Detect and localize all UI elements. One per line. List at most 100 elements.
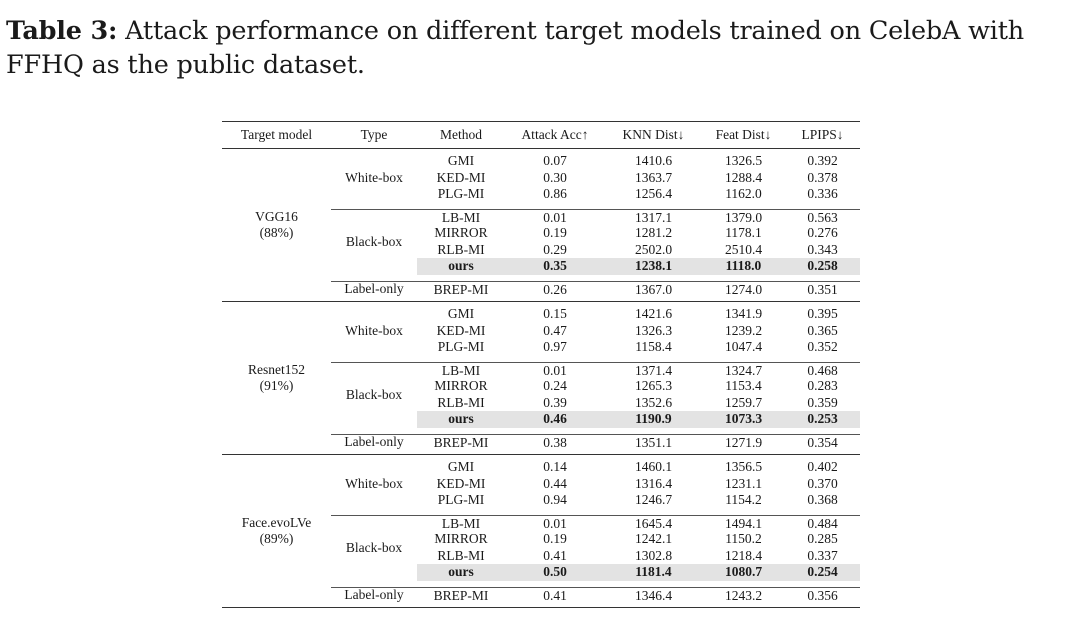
method-cell: GMI bbox=[447, 459, 475, 475]
attack-acc-cell: 0.19 bbox=[543, 531, 567, 547]
lpips-cell: 0.392 bbox=[807, 153, 838, 169]
attack-acc-cell: 0.19 bbox=[543, 225, 567, 241]
method-cell: LB-MI bbox=[417, 208, 505, 227]
attack-acc-cell: 0.41 bbox=[505, 586, 605, 605]
header-lpips: LPIPS↓ bbox=[785, 121, 860, 149]
knn-dist-cell: 1316.4 bbox=[634, 475, 673, 491]
knn-dist-cell: 1351.1 bbox=[605, 433, 702, 452]
method-cell: KED-MI bbox=[436, 322, 486, 338]
knn-dist-cell: 1410.6 bbox=[634, 153, 673, 169]
method-cell: LB-MI bbox=[417, 361, 505, 380]
method-cell: MIRROR bbox=[434, 225, 488, 241]
feat-dist-cell: 1073.3 bbox=[702, 411, 785, 428]
knn-dist-cell: 1302.8 bbox=[634, 547, 673, 563]
attack-type-cell: Black-box bbox=[331, 208, 417, 275]
knn-dist-cell: 1645.4 bbox=[605, 514, 702, 533]
knn-dist-cell: 1363.7 bbox=[634, 169, 673, 185]
lpips-cell: 0.484 bbox=[785, 514, 860, 533]
attack-type-cell: White-box bbox=[345, 322, 403, 338]
feat-dist-cell: 1178.1 bbox=[725, 225, 762, 241]
feat-dist-cell: 1231.1 bbox=[724, 475, 763, 491]
feat-dist-cell: 1239.2 bbox=[724, 322, 763, 338]
lpips-cell: 0.368 bbox=[807, 492, 838, 508]
knn-dist-cell: 1256.4 bbox=[634, 186, 673, 202]
attack-acc-cell: 0.47 bbox=[543, 322, 567, 338]
knn-dist-cell: 2502.0 bbox=[634, 241, 673, 257]
attack-acc-cell: 0.39 bbox=[543, 394, 567, 410]
attack-acc-cell: 0.01 bbox=[505, 361, 605, 380]
feat-dist-cell: 1162.0 bbox=[725, 186, 762, 202]
knn-dist-cell: 1371.4 bbox=[605, 361, 702, 380]
feat-dist-cell: 1274.0 bbox=[702, 280, 785, 299]
feat-dist-cell: 1047.4 bbox=[724, 339, 763, 355]
attack-acc-cell: 0.86 bbox=[543, 186, 567, 202]
lpips-cell: 0.354 bbox=[785, 433, 860, 452]
method-cell: LB-MI bbox=[417, 514, 505, 533]
knn-dist-cell: 1238.1 bbox=[605, 258, 702, 275]
knn-dist-cell: 1265.3 bbox=[634, 378, 673, 394]
attack-type-cell: Label-only bbox=[331, 280, 417, 298]
feat-dist-cell: 1218.4 bbox=[724, 547, 763, 563]
attack-acc-cell: 0.15 bbox=[543, 306, 567, 322]
target-model-accuracy: (89%) bbox=[259, 531, 294, 546]
knn-dist-cell: 1281.2 bbox=[634, 225, 673, 241]
table-caption: Table 3: Attack performance on different… bbox=[6, 14, 1074, 82]
attack-type-cell: White-box bbox=[345, 169, 403, 185]
feat-dist-cell: 1324.7 bbox=[702, 361, 785, 380]
target-model-name: Resnet152 bbox=[248, 362, 305, 377]
method-cell: GMI bbox=[447, 306, 475, 322]
method-cell: RLB-MI bbox=[437, 547, 485, 563]
feat-dist-cell: 1356.5 bbox=[724, 459, 763, 475]
header-knn-dist: KNN Dist↓ bbox=[605, 121, 702, 149]
lpips-cell: 0.356 bbox=[785, 586, 860, 605]
attack-acc-cell: 0.01 bbox=[505, 514, 605, 533]
header-attack-acc: Attack Acc↑ bbox=[505, 121, 605, 149]
feat-dist-cell: 1271.9 bbox=[702, 433, 785, 452]
feat-dist-cell: 1288.4 bbox=[724, 169, 763, 185]
feat-dist-cell: 1341.9 bbox=[724, 306, 763, 322]
target-model-name: VGG16 bbox=[255, 209, 298, 224]
lpips-cell: 0.337 bbox=[807, 547, 838, 563]
feat-dist-cell: 1153.4 bbox=[725, 378, 762, 394]
table-body: VGG16 (88%) White-box GMI 0.07 1410.6 1326.5 0.… bbox=[222, 149, 860, 608]
knn-dist-cell: 1181.4 bbox=[605, 564, 702, 581]
attack-acc-cell: 0.01 bbox=[505, 208, 605, 227]
feat-dist-cell: 1326.5 bbox=[724, 153, 763, 169]
target-model-accuracy: (88%) bbox=[259, 225, 294, 240]
attack-acc-cell: 0.41 bbox=[543, 547, 567, 563]
attack-acc-cell: 0.38 bbox=[505, 433, 605, 452]
target-model-cell: VGG16 (88%) bbox=[222, 149, 331, 301]
attack-type-cell: Black-box bbox=[331, 514, 417, 581]
attack-acc-cell: 0.07 bbox=[543, 153, 567, 169]
attack-acc-cell: 0.29 bbox=[543, 241, 567, 257]
lpips-cell: 0.402 bbox=[807, 459, 838, 475]
lpips-cell: 0.285 bbox=[807, 531, 838, 547]
lpips-cell: 0.359 bbox=[807, 394, 838, 410]
knn-dist-cell: 1421.6 bbox=[634, 306, 673, 322]
attack-acc-cell: 0.30 bbox=[543, 169, 567, 185]
knn-dist-cell: 1352.6 bbox=[634, 394, 673, 410]
feat-dist-cell: 1379.0 bbox=[702, 208, 785, 227]
knn-dist-cell: 1346.4 bbox=[605, 586, 702, 605]
method-cell: PLG-MI bbox=[437, 492, 485, 508]
attack-type-cell: Black-box bbox=[331, 361, 417, 428]
model-group: VGG16 (88%) White-box GMI 0.07 1410.6 1326.5 0.… bbox=[222, 149, 860, 302]
lpips-cell: 0.365 bbox=[807, 322, 838, 338]
lpips-cell: 0.253 bbox=[785, 411, 860, 428]
method-cell: ours bbox=[417, 258, 505, 275]
header-feat-dist: Feat Dist↓ bbox=[702, 121, 785, 149]
attack-acc-cell: 0.94 bbox=[543, 492, 567, 508]
lpips-cell: 0.343 bbox=[807, 241, 838, 257]
header-method: Method bbox=[417, 121, 505, 149]
method-cell: BREP-MI bbox=[417, 280, 505, 299]
target-model-cell: Resnet152 (91%) bbox=[222, 302, 331, 454]
feat-dist-cell: 1150.2 bbox=[725, 531, 762, 547]
results-table: Target model Type Method Attack Acc↑ KNN… bbox=[222, 121, 860, 608]
attack-acc-cell: 0.14 bbox=[543, 459, 567, 475]
lpips-cell: 0.468 bbox=[785, 361, 860, 380]
target-model-accuracy: (91%) bbox=[259, 378, 294, 393]
knn-dist-cell: 1460.1 bbox=[634, 459, 673, 475]
knn-dist-cell: 1367.0 bbox=[605, 280, 702, 299]
method-cell: RLB-MI bbox=[437, 241, 485, 257]
lpips-cell: 0.370 bbox=[807, 475, 838, 491]
